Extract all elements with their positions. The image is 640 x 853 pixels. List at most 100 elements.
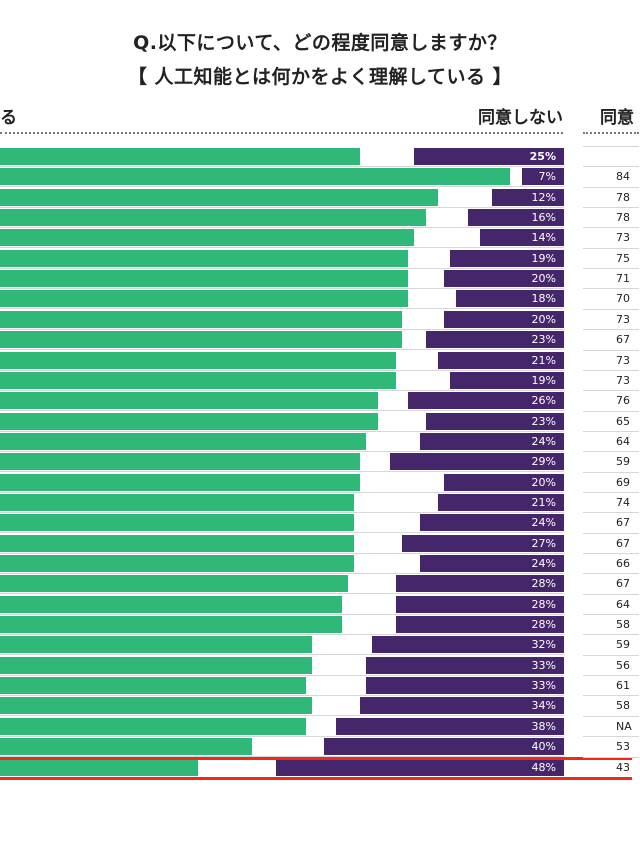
row-divider: [0, 166, 564, 167]
agree-bar: [0, 229, 414, 247]
right-column-value: 67: [616, 516, 630, 530]
agree-bar: [0, 534, 354, 552]
right-row-divider: [583, 308, 639, 310]
agree-bar: [0, 493, 354, 511]
agree-bar: [0, 168, 510, 186]
right-row-divider: [583, 329, 639, 331]
row-divider: [0, 573, 564, 574]
right-column-value: 56: [616, 658, 630, 672]
right-column-value: NA: [616, 719, 632, 733]
right-row-divider: [583, 736, 639, 738]
right-row-divider: [583, 553, 639, 554]
right-row-divider: [583, 451, 639, 453]
right-row-divider: [583, 634, 639, 636]
right-column-value: 67: [616, 536, 630, 550]
agree-bar: [0, 555, 354, 572]
disagree-bar: 48%: [276, 758, 564, 776]
right-row-divider: [583, 471, 639, 473]
disagree-bar: 19%: [450, 249, 564, 267]
row-divider: [0, 552, 564, 554]
disagree-bar: 28%: [396, 616, 564, 634]
right-column-value: 64: [616, 434, 630, 448]
agree-bar: [0, 310, 402, 328]
right-row-divider: [583, 593, 639, 595]
right-column-value: 43: [616, 760, 630, 774]
row-divider: [0, 206, 564, 208]
row-divider: [0, 308, 564, 310]
right-column-value: 59: [616, 638, 630, 652]
agree-bar: [0, 575, 348, 593]
right-row-divider: [583, 430, 639, 432]
row-divider: [0, 471, 564, 473]
agree-bar: [0, 270, 408, 288]
agree-header: る: [0, 108, 17, 128]
row-divider: [0, 369, 564, 371]
agree-bar: [0, 392, 378, 410]
right-column-value: 73: [616, 373, 630, 387]
disagree-bar: 33%: [366, 677, 564, 695]
disagree-bar: 26%: [408, 392, 564, 410]
agree-bar: [0, 697, 312, 715]
right-row-divider: [583, 186, 639, 188]
row-divider: [0, 491, 564, 493]
agree-bar: [0, 595, 342, 613]
right-column-value: 73: [616, 353, 630, 367]
right-column-value: 65: [616, 414, 630, 428]
right-column-value: 73: [616, 231, 630, 245]
right-row-divider: [583, 349, 639, 351]
right-column-value: 76: [616, 394, 630, 408]
disagree-bar: 20%: [444, 270, 564, 288]
agree-bar: [0, 148, 360, 165]
row-divider: [0, 227, 564, 229]
row-divider: [0, 410, 564, 412]
right-column-value: 70: [616, 292, 630, 306]
disagree-bar: 18%: [456, 290, 564, 308]
agree-bar: [0, 616, 342, 634]
row-divider: [0, 349, 564, 351]
disagree-bar: 7%: [522, 168, 564, 186]
agree-bar: [0, 656, 312, 674]
right-row-divider: [583, 247, 639, 249]
right-row-divider: [583, 288, 639, 290]
right-row-divider: [583, 207, 639, 209]
right-row-divider: [583, 369, 639, 371]
right-column-value: 71: [616, 272, 630, 286]
row-divider: [0, 430, 564, 432]
right-column-value: 53: [616, 740, 630, 754]
row-divider: [0, 328, 564, 330]
right-row-divider: [583, 166, 639, 168]
agree-bar: [0, 636, 312, 654]
right-row-divider: [583, 573, 639, 575]
disagree-bar: 34%: [360, 697, 564, 715]
right-column-value: 84: [616, 170, 630, 184]
disagree-bar: 19%: [450, 371, 564, 389]
disagree-bar: 21%: [438, 351, 564, 369]
row-divider: [0, 715, 564, 717]
agree-bar: [0, 473, 360, 491]
row-divider: [0, 634, 564, 636]
highlight-bottom-line: [0, 776, 632, 780]
row-divider: [0, 186, 564, 188]
agree-bar: [0, 412, 378, 430]
row-divider: [0, 735, 564, 737]
row-divider: [0, 674, 564, 676]
disagree-bar: 23%: [426, 412, 564, 430]
agree-bar: [0, 432, 366, 450]
row-divider: [0, 450, 564, 452]
disagree-bar: 38%: [336, 717, 564, 735]
row-divider: [0, 389, 564, 391]
row-divider: [0, 247, 564, 249]
right-header-divider: [583, 132, 639, 134]
disagree-bar: 21%: [438, 493, 564, 511]
right-row-divider: [583, 390, 639, 392]
right-column-value: 74: [616, 495, 630, 509]
right-column-value: 66: [616, 557, 630, 570]
agree-bar: [0, 717, 306, 735]
right-row-divider: [583, 756, 639, 758]
agree-bar: [0, 331, 402, 349]
disagree-bar: 20%: [444, 310, 564, 328]
disagree-bar: 33%: [366, 656, 564, 674]
agree-bar: [0, 351, 396, 369]
agree-bar: [0, 453, 360, 471]
disagree-bar: 14%: [480, 229, 564, 247]
